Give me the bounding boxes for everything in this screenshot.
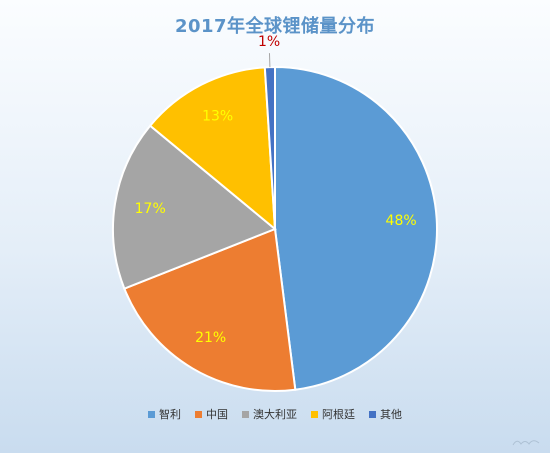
legend-label-3: 阿根廷 xyxy=(322,408,355,421)
legend-item-0: 智利 xyxy=(148,406,181,422)
chart-title: 2017年全球锂储量分布 xyxy=(174,16,376,37)
slice-label-4: 1% xyxy=(258,34,280,50)
legend: 智利 中国 澳大利亚 阿根廷 其他 xyxy=(0,406,550,422)
legend-item-4: 其他 xyxy=(369,406,402,422)
pie-slice-3 xyxy=(148,66,277,232)
legend-item-1: 中国 xyxy=(195,406,228,422)
pie-slice-0 xyxy=(274,65,438,391)
legend-swatch-3 xyxy=(311,410,318,418)
legend-label-1: 中国 xyxy=(206,408,228,421)
legend-item-3: 阿根廷 xyxy=(311,406,355,422)
legend-swatch-0 xyxy=(148,410,155,418)
pie-slice-4 xyxy=(263,65,276,230)
watermark-icon xyxy=(512,440,540,446)
legend-swatch-2 xyxy=(242,410,249,418)
slice-label-3: 13% xyxy=(202,108,233,124)
legend-swatch-1 xyxy=(195,410,202,418)
slice-label-0: 48% xyxy=(386,213,417,229)
slice-label-2: 17% xyxy=(135,201,166,217)
legend-label-0: 智利 xyxy=(159,408,181,421)
legend-item-2: 澳大利亚 xyxy=(242,406,297,422)
legend-swatch-4 xyxy=(369,410,376,418)
legend-label-4: 其他 xyxy=(380,408,402,421)
pie-slice-2 xyxy=(112,124,277,290)
pie-slice-1 xyxy=(123,227,297,392)
legend-label-2: 澳大利亚 xyxy=(253,408,297,421)
slice-label-1: 21% xyxy=(195,330,226,346)
